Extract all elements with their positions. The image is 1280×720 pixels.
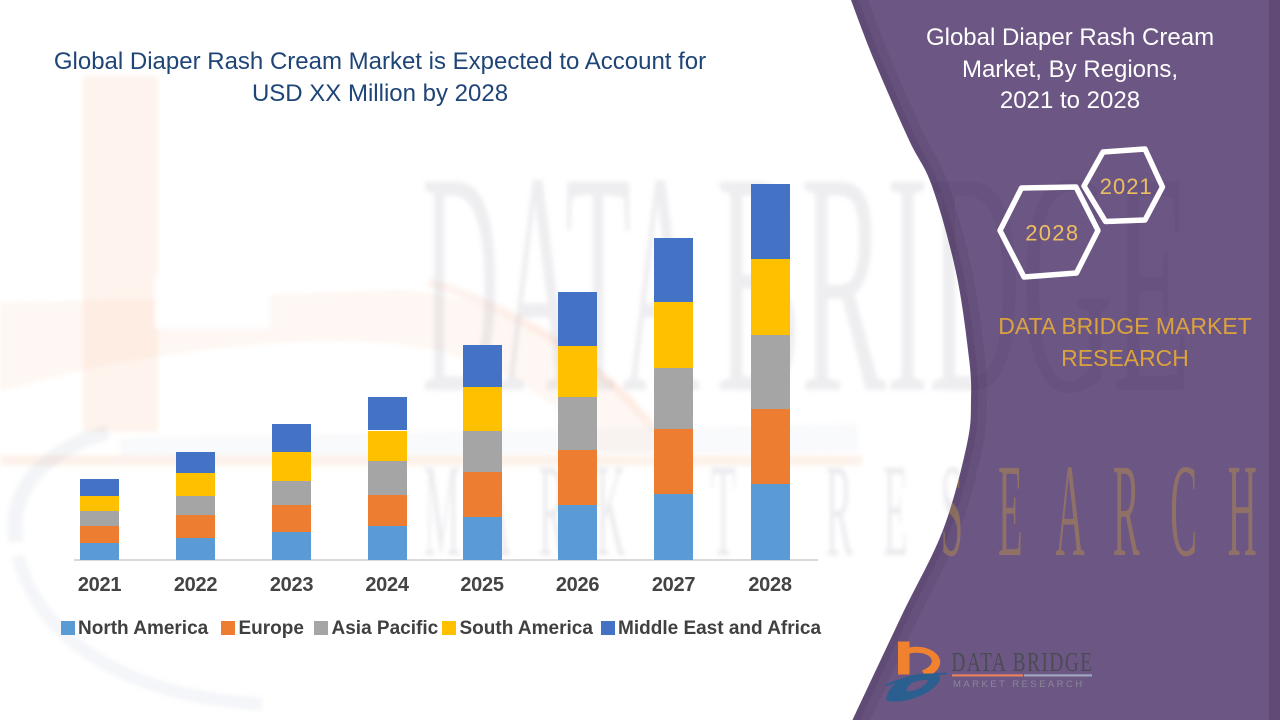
svg-text:M: M <box>424 437 460 584</box>
svg-text:C: C <box>1170 437 1197 584</box>
svg-text:H: H <box>1228 437 1257 584</box>
svg-text:R: R <box>1113 437 1140 584</box>
svg-text:E: E <box>998 437 1023 584</box>
svg-text:2021: 2021 <box>1100 174 1153 199</box>
svg-text:T: T <box>711 437 736 584</box>
svg-text:E: E <box>883 437 908 584</box>
svg-text:DATA BRIDGE: DATA BRIDGE <box>952 648 1094 678</box>
svg-text:2028: 2028 <box>1025 221 1079 246</box>
svg-text:MARKET RESEARCH: MARKET RESEARCH <box>953 679 1085 690</box>
svg-text:A: A <box>1055 437 1084 584</box>
svg-text:K: K <box>596 437 625 584</box>
svg-text:R: R <box>826 437 853 584</box>
